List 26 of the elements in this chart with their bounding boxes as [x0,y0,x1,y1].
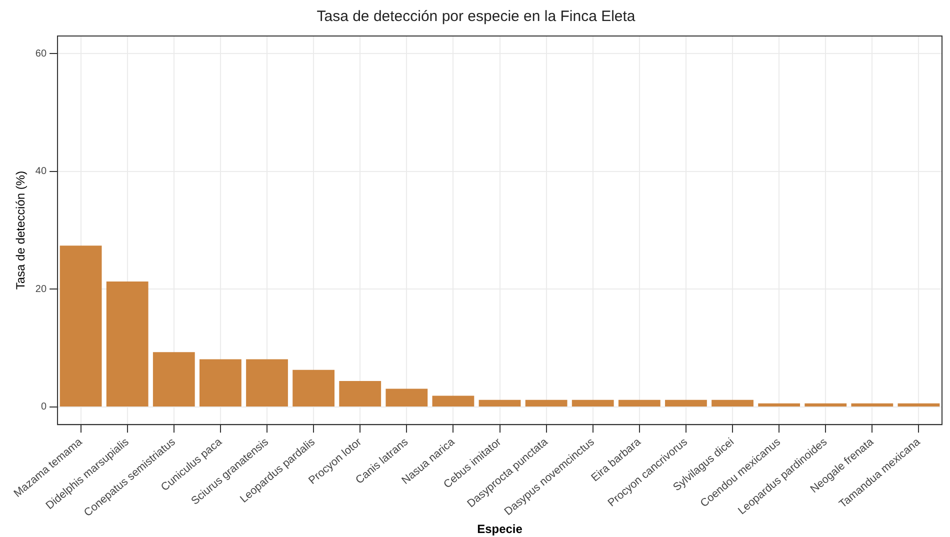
y-tick-label: 0 [40,402,47,413]
bar [339,381,382,406]
y-tick-label: 40 [35,166,47,178]
bar [60,246,102,406]
chart-title: Tasa de detección por especie en la Finca Eleta [316,8,636,26]
bar [898,403,940,406]
y-axis-title: Tasa de detección (%) [14,170,28,290]
bar [851,403,894,406]
y-tick-label: 60 [35,48,47,60]
bar [200,359,242,406]
bar [712,400,754,406]
bar [525,400,568,406]
bar [572,400,614,406]
bar [665,400,707,406]
bar [106,282,148,406]
bar [758,403,800,406]
bar [152,352,195,406]
bar [804,403,847,406]
bar [292,370,335,406]
bar [246,359,288,406]
y-tick-label: 20 [35,284,47,295]
x-axis-title: Especie [477,522,523,536]
bar [618,400,660,406]
bar [432,396,474,406]
bar [386,388,428,406]
bar [478,400,521,406]
